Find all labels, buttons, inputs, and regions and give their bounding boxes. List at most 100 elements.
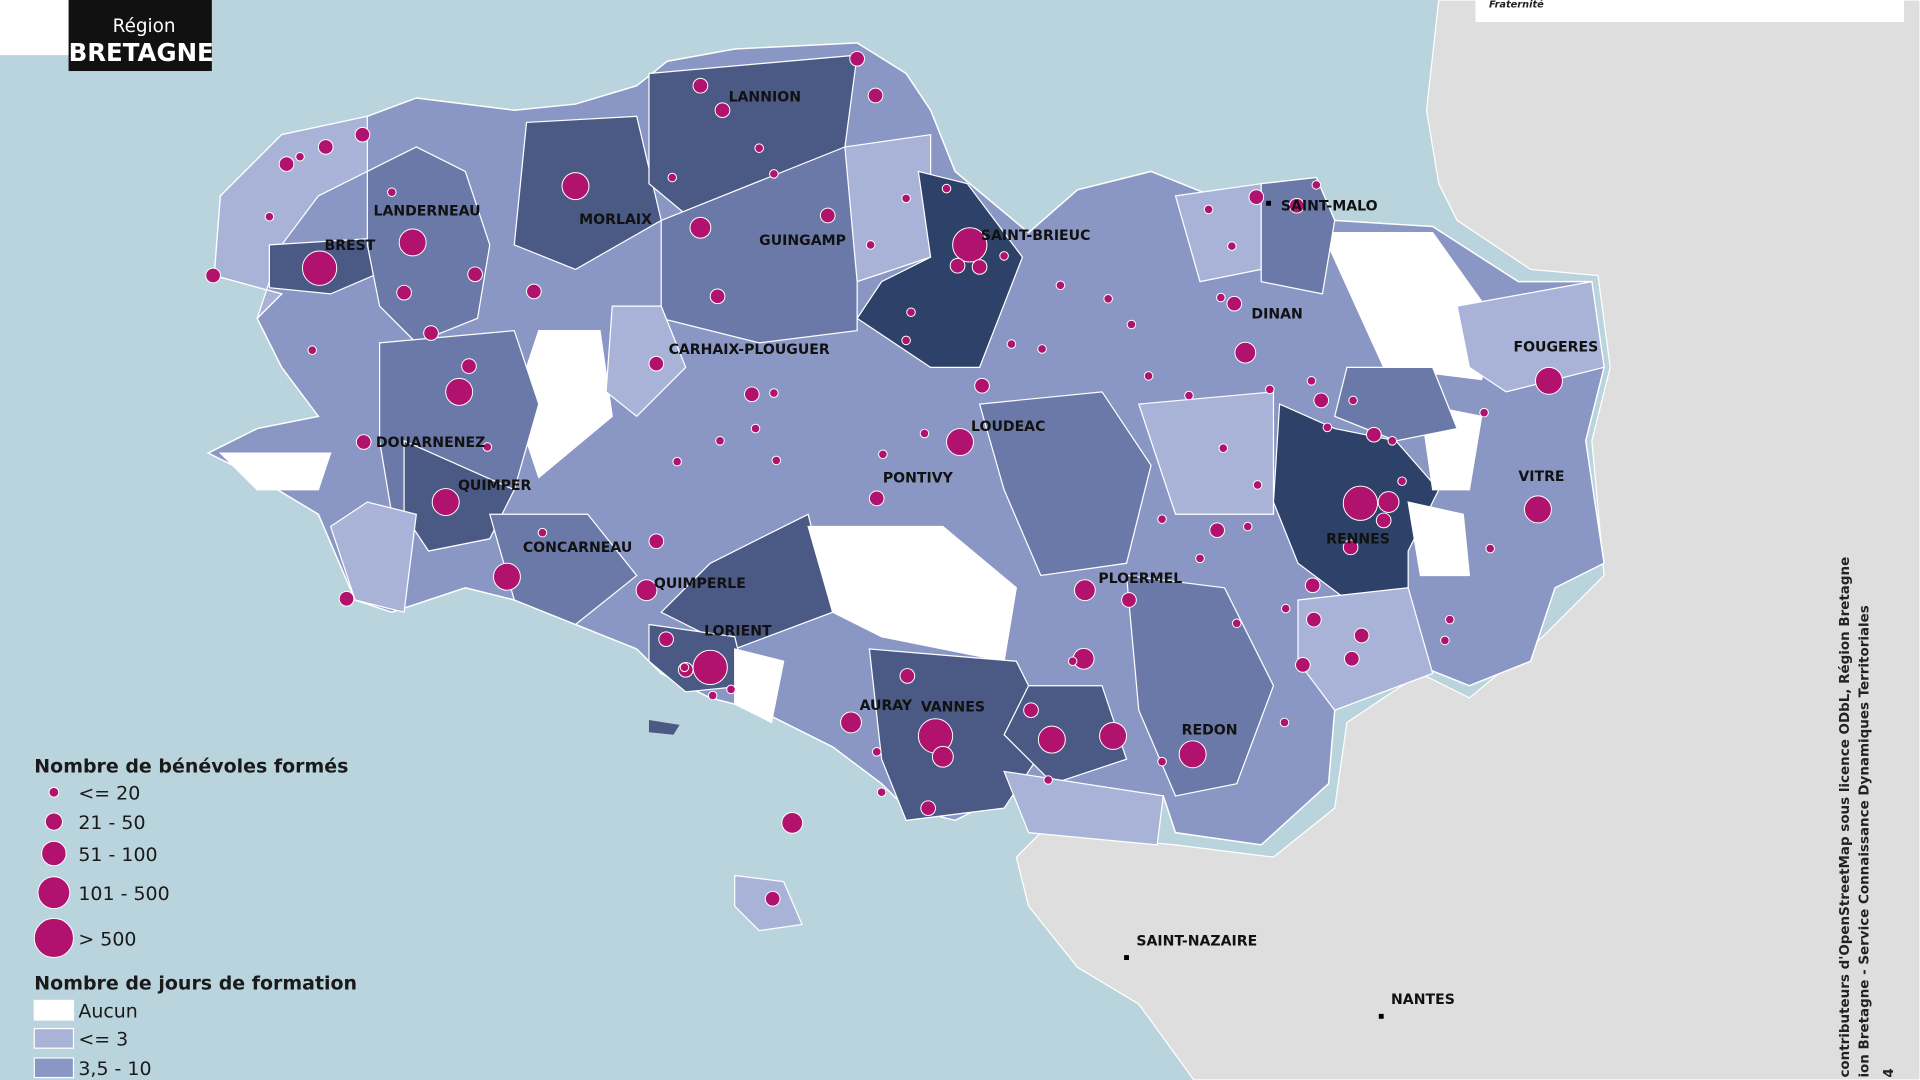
territory (660, 513, 834, 650)
island (648, 720, 680, 735)
city-label: CONCARNEAU (523, 540, 632, 556)
training-site (537, 527, 548, 538)
training-site (1304, 577, 1321, 594)
city-label: SAINT-MALO (1281, 199, 1378, 215)
training-site (1242, 521, 1253, 532)
training-site (278, 156, 295, 172)
training-site (769, 169, 779, 179)
training-site (771, 455, 782, 466)
training-site (1006, 339, 1017, 349)
credit-line: 4 (1882, 1068, 1897, 1077)
legend-bubble (33, 917, 74, 959)
training-site (658, 631, 674, 648)
training-site (1397, 476, 1407, 486)
logo (68, 0, 212, 72)
training-site (1353, 627, 1370, 644)
territory (605, 305, 687, 418)
training-site (396, 284, 412, 301)
training-site (1157, 756, 1167, 767)
legend-bubble (37, 876, 71, 910)
training-site (1216, 292, 1226, 303)
training-site (1479, 407, 1489, 418)
territory (978, 391, 1152, 577)
training-site (764, 890, 781, 907)
france-land (1015, 0, 1920, 1080)
legend-swatch (33, 999, 75, 1021)
training-site (355, 434, 372, 450)
training-site (648, 533, 665, 550)
training-site (1218, 443, 1229, 453)
training-site (840, 711, 862, 734)
territory (734, 648, 785, 724)
training-site (941, 183, 952, 194)
legend-bubble (44, 812, 63, 831)
training-site (679, 662, 690, 673)
training-site (1184, 390, 1194, 401)
city-label: LORIENT (704, 624, 772, 640)
logo-text: BRETAGNE (69, 38, 214, 67)
training-site (901, 193, 911, 204)
training-site (354, 126, 371, 143)
training-site (715, 436, 725, 446)
training-site (1295, 657, 1311, 673)
training-site (1306, 611, 1322, 628)
training-site (1377, 491, 1400, 513)
legend-label: <= 20 (78, 783, 140, 805)
legend-label: Aucun (78, 1001, 137, 1023)
training-site (387, 187, 397, 198)
training-site (871, 747, 882, 757)
territory (218, 452, 332, 491)
legend-swatch (33, 1027, 75, 1049)
city-label: MORLAIX (579, 212, 652, 228)
legend-label: 21 - 50 (78, 812, 145, 834)
legend-label: 51 - 100 (78, 844, 157, 866)
training-site (744, 386, 760, 403)
city-label: DOUARNENEZ (376, 435, 485, 451)
training-site (899, 668, 916, 684)
training-site (264, 211, 275, 222)
training-site (750, 423, 761, 434)
city-label: GUINGAMP (759, 233, 846, 249)
training-site (1121, 592, 1137, 608)
training-site (1074, 579, 1096, 602)
city-label: FOUGERES (1513, 339, 1598, 355)
legend-title: Nombre de jours de formation (34, 972, 357, 994)
training-site (205, 267, 221, 284)
training-site (769, 388, 779, 398)
territory (1333, 366, 1458, 442)
training-site (868, 490, 885, 507)
territory (1407, 501, 1471, 577)
training-site (1195, 553, 1205, 564)
training-site (726, 684, 736, 695)
training-site (672, 456, 682, 467)
city-label: CARHAIX-PLOUGUER (669, 342, 830, 358)
training-site (999, 251, 1009, 261)
training-site (689, 216, 712, 239)
city-label: NANTES (1391, 992, 1455, 1008)
training-site (648, 355, 665, 372)
training-site (931, 745, 954, 768)
city-label: SAINT-BRIEUC (981, 228, 1091, 244)
territory (213, 115, 368, 319)
city-label: QUIMPERLE (654, 576, 746, 592)
city-label: PLOERMEL (1098, 571, 1182, 587)
training-site (1023, 702, 1039, 719)
training-site (865, 240, 876, 250)
city-label: SAINT-NAZAIRE (1136, 933, 1257, 949)
training-site (1342, 539, 1359, 556)
training-site (709, 288, 726, 305)
training-site (878, 449, 888, 460)
territory (329, 501, 418, 614)
legend-bubble (41, 840, 67, 867)
training-site (971, 259, 988, 275)
legend-title: Nombre de bénévoles formés (34, 756, 348, 778)
training-site (635, 579, 658, 602)
training-site (467, 266, 483, 283)
training-site (1226, 295, 1243, 312)
training-site (1348, 395, 1358, 406)
training-site (974, 377, 990, 394)
training-site (906, 307, 916, 318)
training-site (919, 428, 930, 439)
training-site (901, 335, 911, 346)
